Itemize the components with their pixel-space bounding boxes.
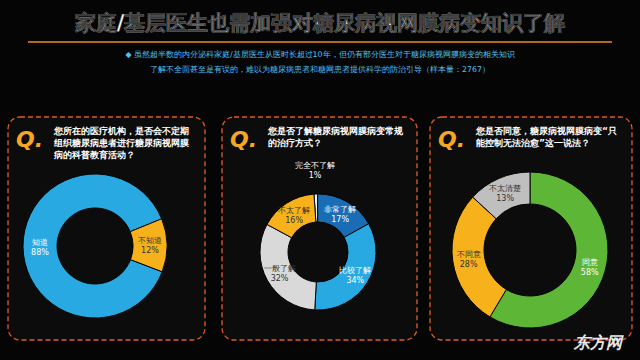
data-label: 16% [285,216,303,225]
slice-name: 比较了解 [339,266,371,275]
question-text: 您是否同意，糖尿病视网膜病变“只能控制无法治愈”这一说法？ [475,125,617,148]
data-label: 28% [460,260,478,269]
slice-name: 一般了解 [264,264,296,273]
slice [23,174,162,318]
title-underline [28,41,612,43]
panel [430,117,632,340]
page-title: 家庭/基层医生也需加强对糖尿病视网膜病变知识了解 [74,11,566,35]
donut [452,172,608,328]
subtitle-line: ◆ 虽然超半数的内分泌科家庭/基层医生从医时长超过10年，但仍有部分医生对于糖尿… [125,50,514,59]
text-line: 您所在的医疗机构，是否会不定期 [53,125,189,136]
question-mark: Q. [438,127,465,152]
panel [8,117,205,340]
slice-name: 知道 [32,238,48,247]
slice-name: 不太清楚 [489,184,521,193]
data-label: 13% [496,194,514,203]
data-label: 12% [141,246,159,255]
slice-name: 不同意 [457,250,481,259]
data-label: 88% [31,248,49,257]
text-line: 组织糖尿病患者进行糖尿病视网膜 [53,137,190,148]
panel [222,117,417,340]
slice [490,172,608,328]
text-line: 您是否同意，糖尿病视网膜病变“只 [475,125,617,136]
stage: 家庭/基层医生也需加强对糖尿病视网膜病变知识了解 ◆ 虽然超半数的内分泌科家庭/基… [0,0,640,360]
text-line: 病的科普教育活动？ [53,149,135,160]
question-text: 您是否了解糖尿病视网膜病变常规的治疗方式？ [267,125,404,148]
subtitle-line: 了解不全面甚至是有误的，难以为糖尿病患者和糖网患者提供科学的防治引导（样本量：2… [150,65,490,74]
slice [315,224,376,310]
slice [267,194,316,238]
donut [260,194,376,310]
slice-name: 完全不了解 [295,161,335,170]
data-label: 58% [581,268,599,277]
text-line: 您是否了解糖尿病视网膜病变常规 [267,125,404,136]
question-mark: Q. [16,127,43,152]
question-text: 您所在的医疗机构，是否会不定期组织糖尿病患者进行糖尿病视网膜病的科普教育活动？ [53,125,190,160]
donut [23,174,167,318]
slice [130,219,167,272]
data-label: 17% [331,215,349,224]
question-mark: Q. [230,127,257,152]
data-label: 1% [309,171,322,180]
data-label: 32% [271,274,289,283]
text-line: 的治疗方式？ [268,137,322,148]
text-line: 能控制无法治愈”这一说法？ [476,137,590,148]
footer-logo: 东方网 [573,333,624,352]
slice-name: 不太了解 [278,206,310,215]
slice-name: 非常了解 [324,205,356,214]
slice [260,224,316,309]
slice [473,172,530,219]
slice-name: 同意 [582,258,598,267]
data-label: 34% [346,276,364,285]
slice-name: 不知道 [138,236,162,245]
